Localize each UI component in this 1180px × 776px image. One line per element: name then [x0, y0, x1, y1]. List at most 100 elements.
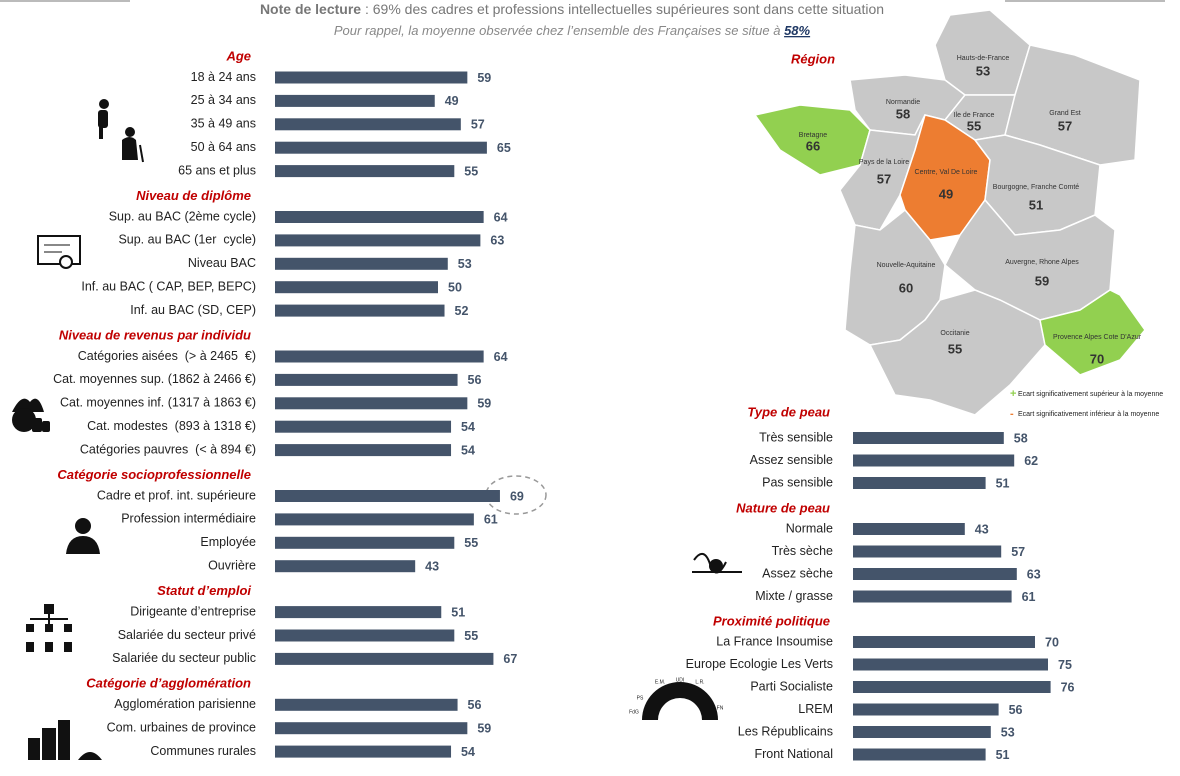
- bar: [275, 652, 494, 665]
- region-name: Grand Est: [1049, 110, 1081, 117]
- bar: [853, 568, 1017, 580]
- bar: [275, 165, 455, 178]
- value-label: 59: [477, 721, 491, 735]
- legend-symbol: -: [1010, 408, 1014, 420]
- value-label: 51: [451, 605, 465, 619]
- value-label: 56: [468, 373, 482, 387]
- bar: [275, 420, 452, 433]
- region-name: Normandie: [886, 99, 920, 106]
- region-value: 57: [1058, 118, 1072, 133]
- value-label: 62: [1024, 454, 1038, 468]
- bar-label: Parti Socialiste: [750, 679, 833, 693]
- bar-label: Front National: [754, 747, 833, 761]
- bar-label: Mixte / grasse: [755, 589, 833, 603]
- region-name: Centre, Val De Loire: [915, 169, 978, 176]
- value-label: 55: [464, 629, 478, 643]
- bar: [275, 698, 458, 711]
- value-label: 69: [510, 489, 524, 503]
- bar-label: 65 ans et plus: [178, 163, 256, 177]
- value-label: 58: [1014, 431, 1028, 445]
- value-label: 51: [996, 748, 1010, 762]
- bar: [275, 513, 474, 526]
- bar-label: 50 à 64 ans: [191, 140, 256, 154]
- value-label: 52: [455, 304, 469, 318]
- group-title: Nature de peau: [736, 500, 830, 515]
- value-label: 63: [1027, 567, 1041, 581]
- bar-label: Sup. au BAC (2ème cycle): [109, 209, 256, 223]
- value-label: 57: [471, 118, 485, 132]
- bar: [275, 560, 416, 573]
- group-title: Catégorie d’agglomération: [86, 676, 251, 691]
- region-value: 58: [896, 106, 910, 121]
- bar-label: Employée: [200, 535, 256, 549]
- bar-label: Très sèche: [772, 544, 833, 558]
- group-title: Niveau de diplôme: [136, 188, 251, 203]
- icon-label: UDI: [676, 677, 685, 683]
- bar: [275, 444, 452, 457]
- region-value: 53: [976, 63, 990, 78]
- bar: [853, 658, 1048, 671]
- reminder-value: 58%: [784, 23, 810, 38]
- icon-label: E.M.: [655, 679, 665, 685]
- value-label: 51: [996, 476, 1010, 490]
- region: [1039, 289, 1146, 376]
- bar-label: Très sensible: [759, 430, 833, 444]
- bar: [275, 397, 468, 410]
- bar: [275, 281, 438, 294]
- bar-label: La France Insoumise: [716, 634, 833, 648]
- value-label: 75: [1058, 658, 1072, 672]
- bar: [275, 350, 484, 363]
- bar-label: Inf. au BAC ( CAP, BEP, BEPC): [81, 279, 256, 293]
- value-label: 65: [497, 141, 511, 155]
- bar-label: Communes rurales: [150, 744, 256, 758]
- value-label: 43: [975, 522, 989, 536]
- value-label: 64: [494, 210, 508, 224]
- value-label: 50: [448, 280, 462, 294]
- bar: [275, 304, 445, 317]
- region-value: 57: [877, 171, 891, 186]
- bar-label: Europe Ecologie Les Verts: [686, 657, 833, 671]
- bar-label: Normale: [786, 521, 833, 535]
- bar-label: Profession intermédiaire: [121, 512, 256, 526]
- note-label: Note de lecture: [260, 1, 361, 17]
- bar-label: 25 à 34 ans: [191, 93, 256, 107]
- bar-label: Pas sensible: [762, 475, 833, 489]
- group-title: Age: [225, 48, 251, 63]
- region-value: 60: [899, 280, 913, 295]
- value-label: 76: [1061, 680, 1075, 694]
- value-label: 54: [461, 420, 475, 434]
- reminder-text: Pour rappel, la moyenne observée chez l’…: [334, 23, 784, 38]
- bar: [275, 745, 452, 758]
- value-label: 70: [1045, 635, 1059, 649]
- value-label: 67: [503, 652, 517, 666]
- group-title: Proximité politique: [713, 613, 830, 628]
- value-label: 63: [490, 234, 504, 248]
- bar: [853, 432, 1004, 444]
- value-label: 54: [461, 745, 475, 759]
- region-name: Provence Alpes Cote D'Azur: [1053, 334, 1142, 341]
- bar: [853, 681, 1051, 693]
- icon-label: FN: [717, 705, 724, 711]
- bar: [275, 536, 455, 549]
- bar: [275, 606, 442, 619]
- bar: [275, 211, 484, 223]
- legend-text: Ecart significativement supérieur à la m…: [1018, 391, 1163, 398]
- legend-text: Ecart significativement inférieur à la m…: [1018, 411, 1159, 418]
- bar: [853, 523, 965, 535]
- value-label: 53: [1001, 725, 1015, 739]
- value-label: 56: [1009, 703, 1023, 717]
- bar-label: Cadre et prof. int. supérieure: [97, 488, 256, 502]
- bar: [275, 94, 435, 107]
- group-title: Type de peau: [747, 404, 830, 419]
- bar-label: Assez sensible: [750, 453, 833, 467]
- icon-label: L.R.: [695, 679, 704, 685]
- region-value: 59: [1035, 273, 1049, 288]
- region-name: Nouvelle-Aquitaine: [877, 262, 936, 269]
- bar: [275, 373, 458, 386]
- bar: [853, 636, 1035, 648]
- value-label: 64: [494, 350, 508, 364]
- value-label: 59: [477, 397, 491, 411]
- bar-label: Agglomération parisienne: [114, 697, 256, 711]
- value-label: 54: [461, 443, 475, 457]
